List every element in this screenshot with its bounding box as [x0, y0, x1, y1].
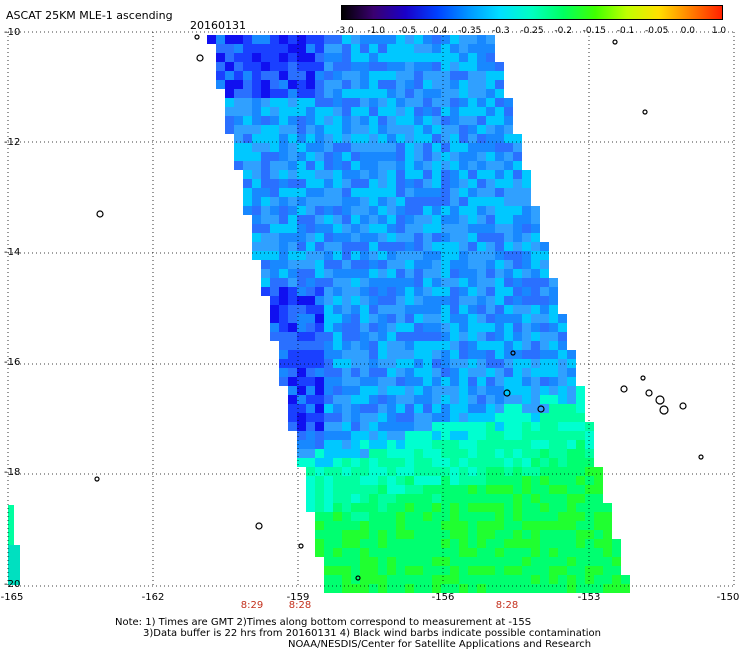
time-label: 8:28 [288, 600, 312, 611]
color-scale-tick-label: -0.4 [429, 26, 448, 36]
color-scale-tick-label: -0.25 [520, 26, 544, 36]
color-scale-tick-label: -0.3 [492, 26, 510, 36]
note-line-1: Note: 1) Times are GMT 2)Times along bot… [115, 617, 532, 628]
time-label: 8:28 [495, 600, 519, 611]
color-scale-tick-label: -0.35 [458, 26, 482, 36]
lat-lon-grid [7, 31, 735, 587]
lat-label-12: -12 [4, 137, 21, 148]
color-scale-tick-label: -0.5 [398, 26, 417, 36]
time-label: 8:29 [240, 600, 264, 611]
color-scale-bar [341, 5, 723, 20]
lon-label-156: -156 [431, 592, 455, 603]
color-scale-tick-label: -3.0 [336, 26, 354, 36]
wind-swath-data [8, 35, 630, 593]
color-scale-tick-label: -0.2 [554, 26, 572, 36]
island-outlines [94, 34, 704, 581]
lat-label-16: -16 [4, 357, 21, 368]
lat-label-14: -14 [4, 247, 21, 258]
map-title: ASCAT 25KM MLE-1 ascending [6, 9, 173, 22]
lat-label-20: -20 [4, 579, 21, 590]
lon-label-150: -150 [716, 592, 740, 603]
lon-label-153: -153 [577, 592, 601, 603]
lat-label-10: -10 [4, 27, 21, 38]
lon-label-162: -162 [141, 592, 165, 603]
color-scale-tick-label: -0.1 [616, 26, 635, 36]
color-scale-tick-label: -0.05 [645, 26, 669, 36]
color-scale-tick-label: -0.15 [582, 26, 606, 36]
color-scale-tick-label: 1.0 [711, 26, 727, 36]
map-date: 20160131 [190, 19, 246, 32]
lat-label-18: -18 [4, 467, 21, 478]
color-scale-tick-label: 0.0 [680, 26, 695, 36]
color-scale-tick-label: -1.0 [367, 26, 385, 36]
lon-label-159: -159 [286, 592, 310, 603]
lon-label-165: -165 [0, 592, 24, 603]
note-line-3: NOAA/NESDIS/Center for Satellite Applica… [288, 639, 592, 650]
note-line-2: 3)Data buffer is 22 hrs from 20160131 4)… [143, 628, 601, 639]
